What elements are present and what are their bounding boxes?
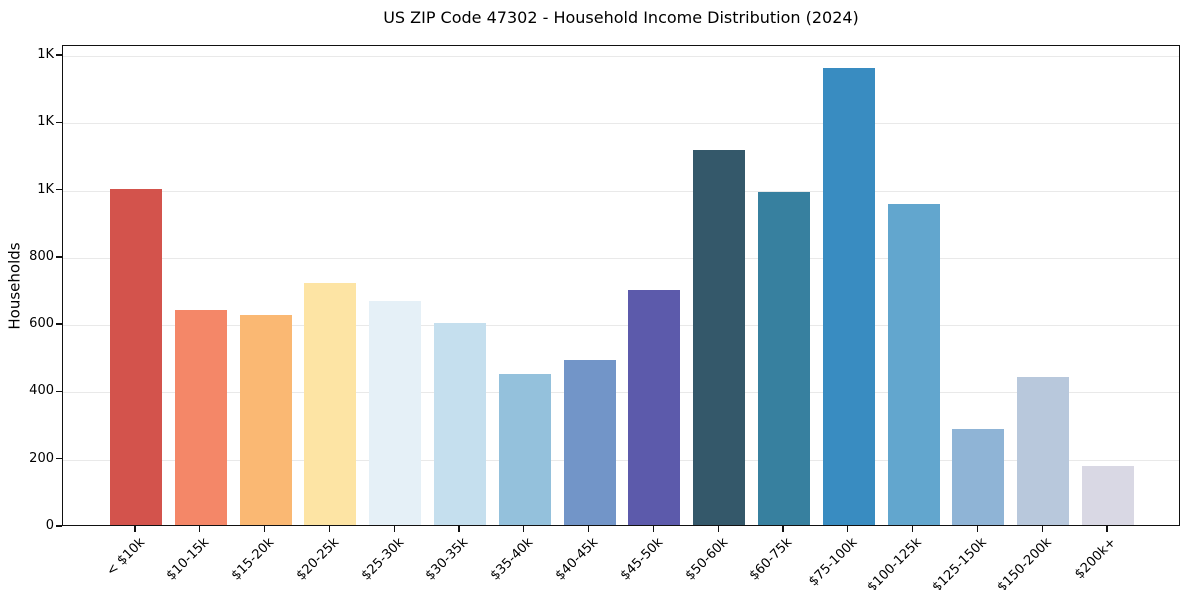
gridline (63, 123, 1179, 125)
bar-$125-150k (952, 429, 1005, 525)
y-tick-mark (56, 188, 62, 191)
x-tick-label: $60-75k (747, 535, 796, 584)
bar-< $10k (110, 188, 162, 525)
bar-$35-40k (498, 373, 551, 525)
gridline (63, 325, 1179, 327)
x-tick-label: < $10k (103, 535, 148, 580)
x-tick-mark (328, 526, 331, 532)
y-tick-label: 1K (37, 47, 54, 63)
x-tick-mark (976, 526, 979, 532)
y-tick-mark (56, 54, 62, 56)
bar-$15-20k (239, 314, 292, 525)
bar-$45-50k (628, 289, 681, 525)
x-tick-mark (1041, 526, 1043, 532)
plot-area (62, 45, 1180, 526)
x-tick-mark (393, 526, 395, 532)
x-tick-label: $15-20k (228, 535, 278, 584)
chart-title: US ZIP Code 47302 - Household Income Dis… (383, 8, 859, 27)
x-tick-mark (782, 526, 784, 532)
y-tick-label: 1K (37, 114, 54, 130)
x-tick-mark (1106, 526, 1108, 532)
bar-$40-45k (563, 360, 616, 525)
x-tick-mark (652, 526, 655, 532)
bar-$20-25k (304, 282, 357, 525)
bar-$25-30k (369, 301, 422, 525)
y-tick-label: 400 (29, 383, 54, 399)
bar-$30-35k (434, 323, 486, 525)
x-tick-label: $25-30k (358, 535, 407, 584)
x-tick-label: $100-125k (865, 535, 926, 590)
x-tick-label: $150-200k (994, 535, 1055, 590)
x-tick-label: $35-40k (487, 535, 537, 584)
x-tick-mark (458, 526, 460, 532)
gridline (63, 56, 1179, 58)
x-tick-mark (199, 526, 201, 532)
x-tick-label: $50-60k (682, 535, 731, 584)
bar-$200k+ (1082, 466, 1134, 525)
x-tick-mark (134, 526, 136, 532)
gridline (63, 392, 1179, 394)
y-tick-label: 1K (37, 181, 54, 197)
gridline (63, 459, 1179, 461)
y-tick-label: 800 (29, 248, 54, 264)
x-tick-label: $30-35k (423, 535, 472, 584)
x-tick-label: $10-15k (163, 535, 213, 584)
x-tick-label: $45-50k (617, 535, 667, 584)
y-tick-label: 200 (29, 450, 54, 466)
x-tick-mark (847, 526, 849, 532)
bar-$50-60k (693, 149, 746, 525)
y-tick-label: 0 (45, 518, 54, 533)
y-tick-mark (56, 323, 62, 325)
bar-$150-200k (1017, 377, 1070, 525)
x-tick-mark (263, 526, 266, 532)
x-tick-label: $40-45k (552, 535, 602, 584)
x-tick-label: $20-25k (293, 535, 343, 584)
x-tick-mark (911, 526, 914, 532)
bar-$100-125k (887, 203, 940, 525)
x-tick-label: $200k+ (1072, 535, 1120, 583)
bar-$10-15k (174, 309, 227, 525)
x-tick-mark (587, 526, 590, 532)
y-tick-mark (56, 525, 62, 527)
x-tick-label: $125-150k (929, 535, 991, 590)
gridline (63, 257, 1179, 259)
bar-$75-100k (822, 67, 875, 525)
x-tick-label: $75-100k (806, 535, 861, 590)
y-tick-mark (56, 390, 62, 393)
gridline (63, 190, 1179, 192)
x-tick-mark (717, 526, 719, 532)
y-tick-label: 600 (29, 316, 54, 332)
y-tick-mark (56, 458, 62, 460)
y-tick-mark (56, 121, 62, 124)
x-tick-mark (523, 526, 525, 532)
y-tick-mark (56, 256, 62, 258)
bar-$60-75k (758, 192, 810, 525)
